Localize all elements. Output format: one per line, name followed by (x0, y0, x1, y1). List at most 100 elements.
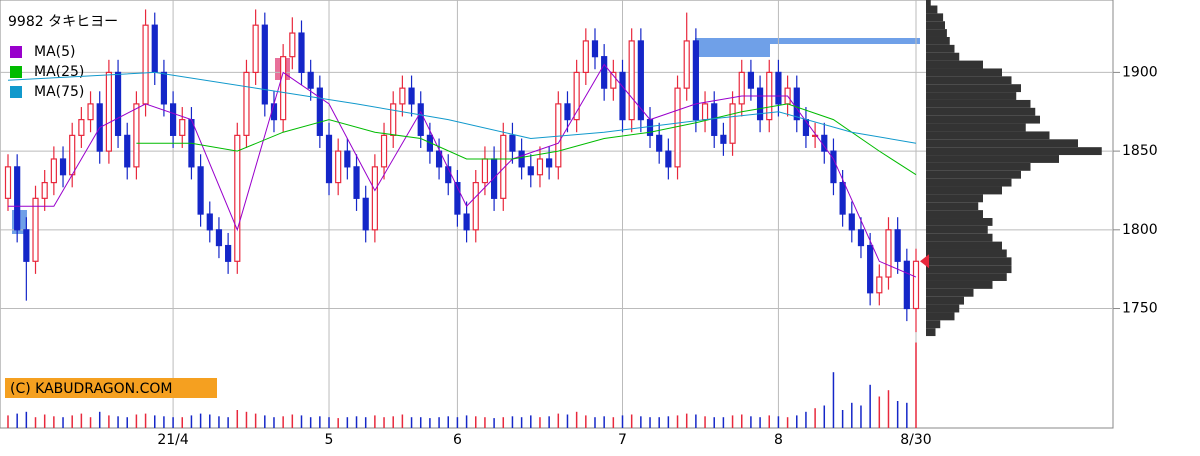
candle-body (812, 134, 819, 137)
profile-bar (926, 29, 947, 37)
y-tick-label: 1800 (1122, 222, 1158, 238)
candle-body (701, 103, 709, 121)
profile-bar (926, 139, 1078, 148)
profile-bar (926, 178, 1012, 187)
profile-bar (926, 60, 983, 69)
candle-body (160, 71, 168, 105)
candle-body (656, 134, 663, 152)
candle-body (142, 24, 149, 105)
candle-body (344, 150, 351, 168)
profile-bar (926, 52, 960, 61)
profile-bar (926, 218, 993, 226)
candle-body (69, 134, 76, 176)
y-tick-label: 1850 (1122, 143, 1158, 159)
candle-body (646, 119, 654, 136)
candle-body (683, 40, 690, 89)
candle-body (637, 40, 644, 121)
profile-bar (926, 288, 974, 297)
profile-bar (926, 147, 1102, 156)
x-tick-label: 7 (618, 432, 627, 448)
y-tick-label: 1750 (1122, 301, 1158, 317)
candle-body (756, 87, 764, 121)
candle-body (335, 150, 342, 184)
candle-body (711, 103, 718, 136)
candle-body (445, 166, 452, 184)
candle-body (665, 150, 672, 168)
candle-body (500, 134, 507, 199)
profile-bar (926, 123, 1026, 132)
candle-body (491, 158, 498, 199)
candle-body (591, 40, 599, 58)
candle-body (50, 158, 57, 184)
candle-body (362, 197, 369, 231)
profile-bar (926, 304, 960, 313)
legend-swatch (10, 46, 22, 58)
candle-body (472, 181, 479, 231)
profile-bar (926, 249, 1007, 258)
candle-body (399, 87, 406, 105)
candle-body (4, 166, 12, 199)
x-tick-label: 6 (453, 432, 462, 448)
candle-body (775, 71, 782, 105)
candle-body (747, 71, 755, 89)
candle-body (555, 103, 562, 168)
candle-body (628, 40, 635, 121)
candle-body (225, 244, 232, 262)
candle-body (353, 166, 360, 199)
profile-bar (926, 21, 945, 30)
profile-bar (926, 5, 938, 14)
chart-layer: 1750 1800 1850 1900 21/4 5 6 7 8 8/30 MA(5) MA(25) M… (0, 0, 1158, 448)
profile-bar (926, 13, 944, 22)
profile-bar (926, 312, 955, 321)
candle-body (601, 56, 608, 89)
ma-line (8, 63, 917, 278)
candle-body (197, 166, 204, 215)
profile-bar (926, 115, 1040, 124)
candle-body (133, 103, 140, 168)
profile-bar (926, 0, 931, 6)
profile-bar (926, 155, 1059, 163)
profile-bar (926, 225, 988, 234)
candle-body (867, 244, 874, 294)
profile-bar (926, 273, 1007, 281)
candle-body (78, 119, 85, 136)
candle-body (371, 166, 378, 231)
credit: (C) KABUDRAGON.COM (10, 381, 172, 397)
candle-body (87, 103, 94, 121)
candle-body (573, 71, 580, 121)
legend-swatch (10, 86, 22, 98)
candle-body (261, 24, 268, 105)
candle-body (325, 134, 333, 184)
candle-body (14, 166, 21, 231)
candle-body (674, 87, 681, 168)
x-tick-label: 8 (774, 432, 783, 448)
profile-bar (926, 194, 983, 203)
x-tick-label: 5 (325, 432, 334, 448)
candle-body (41, 181, 48, 199)
candle-body (417, 103, 424, 136)
candle-body (151, 24, 158, 74)
chart-title: 9982 タキヒヨー (8, 14, 118, 30)
candle-body (582, 40, 589, 74)
candle-body (619, 71, 626, 121)
candle-body (509, 134, 516, 152)
profile-bar (926, 233, 993, 242)
candle-body (720, 134, 727, 144)
candle-body (435, 150, 443, 168)
candle-body (390, 103, 397, 136)
candle-body (729, 103, 736, 144)
candle-body (215, 229, 223, 247)
candle-body (252, 24, 259, 74)
legend-label: MA(75) (34, 84, 84, 100)
candle-body (234, 134, 241, 262)
credit-box (5, 378, 217, 398)
candle-body (903, 260, 910, 310)
candle-body (564, 103, 571, 121)
candle-body (408, 87, 415, 105)
profile-bar (926, 107, 1036, 116)
candle-body (518, 150, 525, 168)
profile-bar (926, 257, 1012, 266)
candle-body (380, 134, 388, 168)
